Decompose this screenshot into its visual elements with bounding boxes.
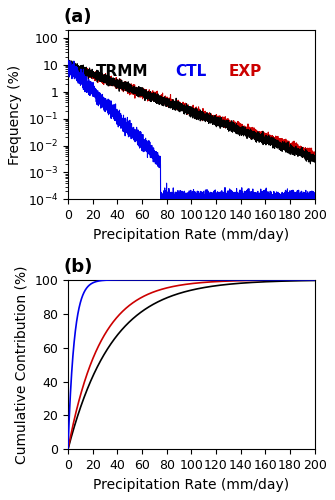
Y-axis label: Cumulative Contribution (%): Cumulative Contribution (%): [15, 266, 29, 464]
X-axis label: Precipitation Rate (mm/day): Precipitation Rate (mm/day): [93, 228, 289, 241]
X-axis label: Precipitation Rate (mm/day): Precipitation Rate (mm/day): [93, 478, 289, 492]
Text: (a): (a): [63, 8, 91, 26]
Text: (b): (b): [63, 258, 92, 276]
Y-axis label: Frequency (%): Frequency (%): [8, 64, 22, 164]
Text: EXP: EXP: [229, 64, 262, 78]
Text: TRMM: TRMM: [96, 64, 148, 78]
Text: CTL: CTL: [176, 64, 207, 78]
